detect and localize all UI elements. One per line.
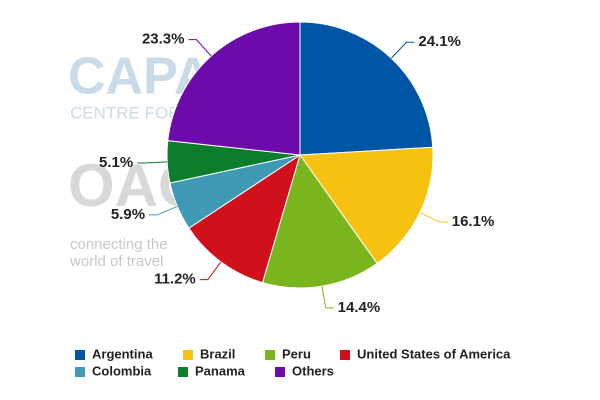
legend-label: Panama [195, 363, 246, 378]
data-label: 16.1% [452, 213, 495, 230]
leader-line [149, 205, 178, 216]
data-label: 14.4% [338, 299, 381, 316]
legend-swatch [75, 367, 85, 377]
legend-swatch [340, 350, 350, 360]
data-label: 24.1% [418, 33, 461, 50]
watermark-text: world of travel [69, 253, 163, 270]
leader-line [199, 261, 222, 281]
pie-slice [261, 153, 378, 289]
legend-label: Brazil [200, 346, 235, 361]
data-label: 11.2% [154, 271, 196, 288]
data-label: 5.9% [111, 206, 145, 223]
pie-slice [167, 21, 301, 156]
leader-line [419, 212, 448, 223]
data-label: 5.1% [99, 154, 133, 171]
leader-line [137, 161, 168, 164]
watermark-text: connecting the [70, 236, 168, 253]
legend-swatch [275, 367, 285, 377]
leader-line [390, 41, 415, 59]
pie-slice [299, 21, 434, 156]
leader-line [188, 39, 212, 57]
legend-label: Colombia [92, 363, 152, 378]
legend-label: Others [292, 363, 334, 378]
leader-line [321, 286, 334, 309]
legend-swatch [178, 367, 188, 377]
legend-swatch [75, 350, 85, 360]
data-label: 23.3% [142, 31, 185, 48]
legend-swatch [265, 350, 275, 360]
legend-label: Argentina [92, 346, 153, 361]
legend-label: Peru [282, 346, 311, 361]
legend-swatch [183, 350, 193, 360]
legend-label: United States of America [357, 346, 511, 361]
